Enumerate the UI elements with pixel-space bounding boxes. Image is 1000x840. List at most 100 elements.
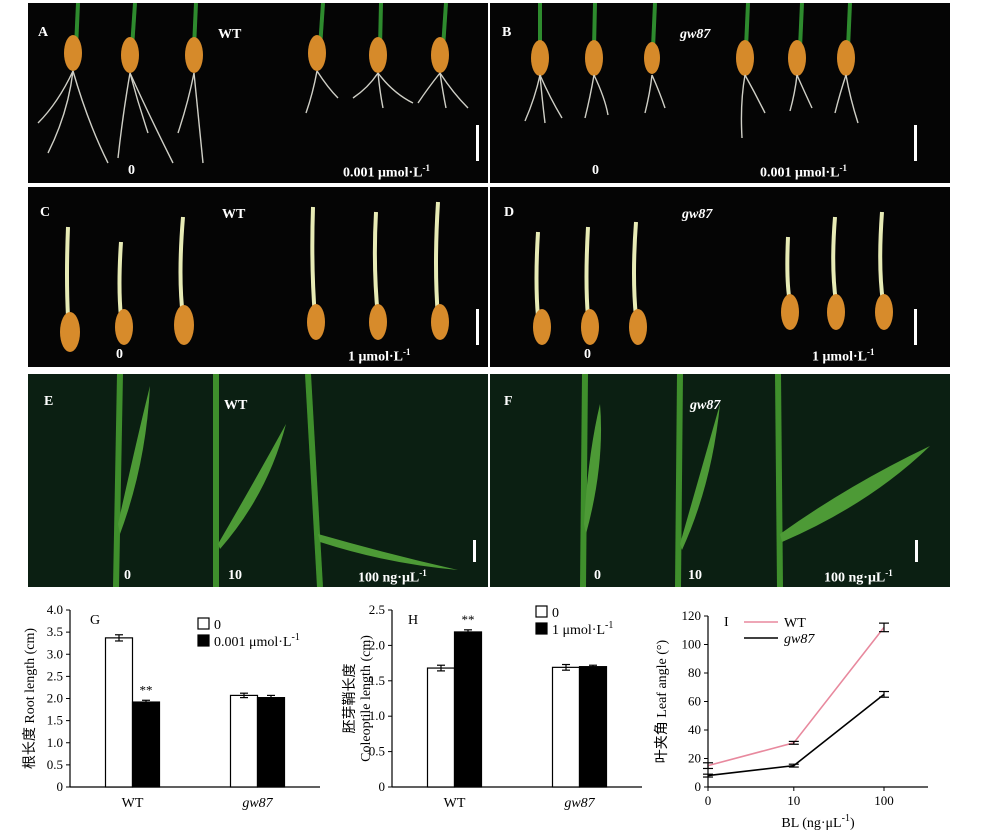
genotype-label: gw87 <box>690 398 721 413</box>
scale-bar <box>914 125 917 161</box>
panel-label: H <box>408 613 418 628</box>
panel-label: E <box>44 394 54 409</box>
wt-roots-illustration <box>37 3 469 164</box>
y-tick-label: 3.5 <box>47 624 63 639</box>
significance-marker: ** <box>140 682 153 697</box>
treatment-label: 0 <box>128 163 135 178</box>
x-tick-label: gw87 <box>242 796 273 811</box>
y-tick-label: 2.0 <box>369 637 385 652</box>
panel-b-photo: B gw87 0 0.001 μmol·L-1 <box>490 3 950 183</box>
bar <box>453 631 483 788</box>
genotype-label: WT <box>224 398 248 413</box>
x-tick-label: 0 <box>705 793 712 808</box>
treatment-label: 100 ng·μL-1 <box>824 568 893 586</box>
scale-bar <box>476 309 479 345</box>
treatment-label: 100 ng·μL-1 <box>358 568 427 586</box>
treatment-label: 0 <box>592 163 599 178</box>
x-tick-label: 10 <box>787 793 800 808</box>
legend-swatch <box>535 622 548 635</box>
scale-bar <box>476 125 479 161</box>
treatment-label: 0 <box>584 347 591 362</box>
legend-swatch <box>197 634 210 647</box>
treatment-label: 0.001 μmol·L-1 <box>343 163 430 181</box>
y-tick-label: 0.5 <box>47 757 63 772</box>
series-line <box>707 626 885 767</box>
y-tick-label: 1.0 <box>369 708 385 723</box>
y-tick-label: 2.0 <box>47 691 63 706</box>
treatment-label: 10 <box>688 568 702 583</box>
y-tick-label: 0 <box>379 779 386 794</box>
y-tick-label: 2.5 <box>369 602 385 617</box>
y-axis-label: 根长度 Root length (cm) <box>22 628 38 769</box>
bar <box>551 666 581 788</box>
x-tick-label: WT <box>444 796 466 811</box>
y-axis-label: 胚芽鞘长度 <box>342 664 358 734</box>
x-tick-label: 100 <box>874 793 894 808</box>
legend-label: 0 <box>214 618 221 633</box>
panel-c-photo: C WT 0 1 μmol·L-1 <box>28 187 488 367</box>
treatment-label: 0 <box>124 568 131 583</box>
panel-label: I <box>724 615 729 630</box>
y-tick-label: 3.0 <box>47 646 63 661</box>
x-tick-label: gw87 <box>564 796 595 811</box>
genotype-label: gw87 <box>680 27 711 42</box>
bar <box>256 697 286 788</box>
treatment-label: 0 <box>116 347 123 362</box>
y-tick-label: 80 <box>688 665 701 680</box>
panel-f-photo: F gw87 0 10 100 ng·μL-1 <box>490 374 950 587</box>
y-tick-label: 20 <box>688 751 701 766</box>
panel-a-photo: A WT 0 0.001 μmol·L-1 <box>28 3 488 183</box>
legend-label: 1 μmol·L-1 <box>552 620 613 638</box>
treatment-label: 0.001 μmol·L-1 <box>760 163 847 181</box>
legend-label: WT <box>784 616 806 631</box>
bar <box>578 666 608 788</box>
legend-label: 0 <box>552 606 559 621</box>
bar <box>131 701 161 788</box>
legend-label: 0.001 μmol·L-1 <box>214 632 300 650</box>
y-tick-label: 100 <box>682 637 702 652</box>
genotype-label: WT <box>218 27 242 42</box>
y-axis-label: Coleoptile length (cm) <box>359 635 374 762</box>
y-tick-label: 1.0 <box>47 735 63 750</box>
x-tick-label: WT <box>122 796 144 811</box>
treatment-label: 10 <box>228 568 242 583</box>
gw87-leaf-angle-illustration <box>580 374 930 587</box>
y-tick-label: 120 <box>682 608 702 623</box>
y-tick-label: 1.5 <box>369 673 385 688</box>
y-tick-label: 2.5 <box>47 668 63 683</box>
scale-bar <box>473 540 476 562</box>
panel-d-photo: D gw87 0 1 μmol·L-1 <box>490 187 950 367</box>
legend-swatch <box>535 605 548 618</box>
bar <box>426 667 456 788</box>
wt-leaf-angle-illustration <box>113 374 458 587</box>
gw87-coleoptile-illustration <box>533 211 893 345</box>
panel-label: G <box>90 613 100 628</box>
treatment-label: 0 <box>594 568 601 583</box>
y-tick-label: 0 <box>695 779 702 794</box>
panel-label: F <box>504 394 513 409</box>
bar <box>104 637 134 788</box>
panel-label: D <box>504 205 515 220</box>
genotype-label: gw87 <box>682 207 713 222</box>
x-axis-label: BL (ng·μL-1) <box>781 813 855 831</box>
legend-swatch <box>197 617 210 630</box>
treatment-label: 1 μmol·L-1 <box>348 347 411 365</box>
scale-bar <box>914 309 917 345</box>
y-axis-label: 叶夹角 Leaf angle (°) <box>654 639 670 763</box>
panel-label: A <box>38 25 49 40</box>
y-tick-label: 1.5 <box>47 713 63 728</box>
significance-marker: ** <box>462 612 475 627</box>
panel-e-photo: E WT 0 10 100 ng·μL-1 <box>28 374 488 587</box>
scale-bar <box>915 540 918 562</box>
y-tick-label: 0 <box>57 779 64 794</box>
treatment-label: 1 μmol·L-1 <box>812 347 875 365</box>
panel-label: C <box>40 205 51 220</box>
y-tick-label: 0.5 <box>369 744 385 759</box>
y-tick-label: 40 <box>688 722 701 737</box>
gw87-roots-illustration <box>524 3 859 139</box>
wt-coleoptile-illustration <box>60 201 449 352</box>
genotype-label: WT <box>222 207 246 222</box>
